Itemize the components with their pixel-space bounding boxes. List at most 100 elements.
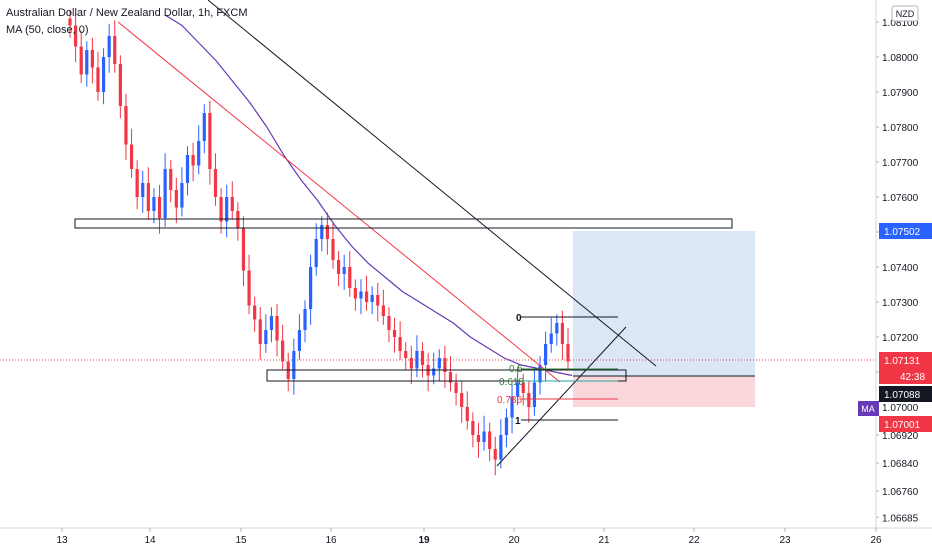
candle-body [448,372,453,383]
y-tick-label: 1.08100 [882,18,919,29]
candle-body [197,141,201,166]
currency-badge[interactable]: NZD [891,5,919,22]
candle-body [488,431,492,449]
candle-body [527,393,531,407]
candle-body [90,50,94,68]
candle-body [404,351,408,358]
y-tick-label: 1.07700 [882,158,919,169]
candle-body [544,344,548,365]
candle-body [331,239,335,260]
x-axis[interactable]: 13 14 15 16 19 20 21 22 23 26 [56,528,882,546]
candle-body [499,435,503,460]
x-tick-label: 16 [325,535,337,546]
candle-body [392,330,397,337]
countdown-text: 42:38 [900,372,925,383]
candle-body [348,267,352,288]
x-tick-label: 22 [688,535,700,546]
candle-body [292,351,296,379]
candle-body [549,333,553,344]
candle-body [493,449,497,460]
x-tick-label: 14 [144,535,156,546]
y-tick-label: 1.08000 [882,53,919,64]
x-tick-label: 15 [235,535,247,546]
candle-body [107,36,111,57]
ma-badge-text: MA [861,404,875,414]
candle-body [320,225,324,239]
price-tag-lower-text: 1.07088 [884,390,921,401]
candle-body [555,323,559,334]
candle-body [516,382,520,397]
candle-body [336,260,341,274]
candle-body [465,407,469,421]
candle-body [415,351,419,369]
candle-body [370,295,374,302]
candle-body [387,316,391,330]
price-tag-upper: 1.07502 [879,223,932,239]
candle-body [68,18,72,26]
ma-line [164,14,573,377]
candle-body [476,435,481,442]
black-trendline-rising[interactable] [496,326,627,467]
red-trendline[interactable] [117,21,561,383]
fib-label-0618: 0.618 [499,377,524,388]
candle-body [560,323,565,344]
x-tick-label: 19 [418,535,430,546]
candle-body [180,183,184,208]
black-trendline-upper[interactable] [207,0,657,367]
candle-body [135,169,139,197]
candle-body [297,330,302,351]
candle-body [275,316,279,341]
candle-body [303,309,307,330]
candle-body [157,197,162,218]
candle-body [85,50,89,75]
y-axis[interactable]: 1.06685 1.06760 1.06840 1.06920 1.07000 1.071… [876,18,919,524]
candle-body [269,316,274,330]
candle-body [174,190,178,208]
candle-body [309,267,313,309]
candle-body [101,57,106,92]
candle-body [213,169,218,197]
price-tag-last-text: 1.07131 [884,356,921,367]
fibonacci-retracement[interactable]: 0 0.5 0.618 0.786 1 [497,313,618,427]
chart-title: Australian Dollar / New Zealand Dollar, … [6,7,247,19]
candle-body [163,169,167,218]
candle-body [538,365,542,383]
y-tick-label: 1.06685 [882,513,919,524]
x-tick-label: 21 [598,535,610,546]
candle-body [566,344,570,362]
candle-body [437,358,441,369]
y-tick-label: 1.07000 [882,403,919,414]
indicator-label: MA (50, close, 0) [6,24,89,36]
candle-body [314,239,318,267]
y-tick-label: 1.07800 [882,123,919,134]
y-tick-label: 1.07600 [882,193,919,204]
price-tag-lower: 1.07088 [879,386,932,402]
y-tick-label: 1.06760 [882,487,919,498]
candle-body [146,183,150,211]
x-tick-label: 26 [870,535,882,546]
fib-label-1: 1 [515,416,521,427]
candle-body [409,358,413,369]
y-tick-label: 1.07300 [882,298,919,309]
ma-badge[interactable]: MA [858,401,879,416]
candle-body [264,330,268,344]
candle-body [185,155,190,183]
x-tick-label: 13 [56,535,68,546]
candle-body [521,382,525,393]
candle-body [510,396,514,418]
price-tag-upper-text: 1.07502 [884,227,921,238]
candle-body [359,291,363,299]
candle-body [281,340,285,362]
candle-body [420,351,425,365]
candle-body [191,155,195,166]
price-tag-stop: 1.07001 [879,416,932,432]
candle-body [113,36,117,64]
candle-body [432,368,436,376]
fib-label-0: 0 [516,313,522,324]
candle-body [202,113,206,141]
candle-body [129,144,134,169]
resistance-box[interactable] [74,218,733,229]
candle-body [118,64,122,106]
candles-group [68,9,570,476]
